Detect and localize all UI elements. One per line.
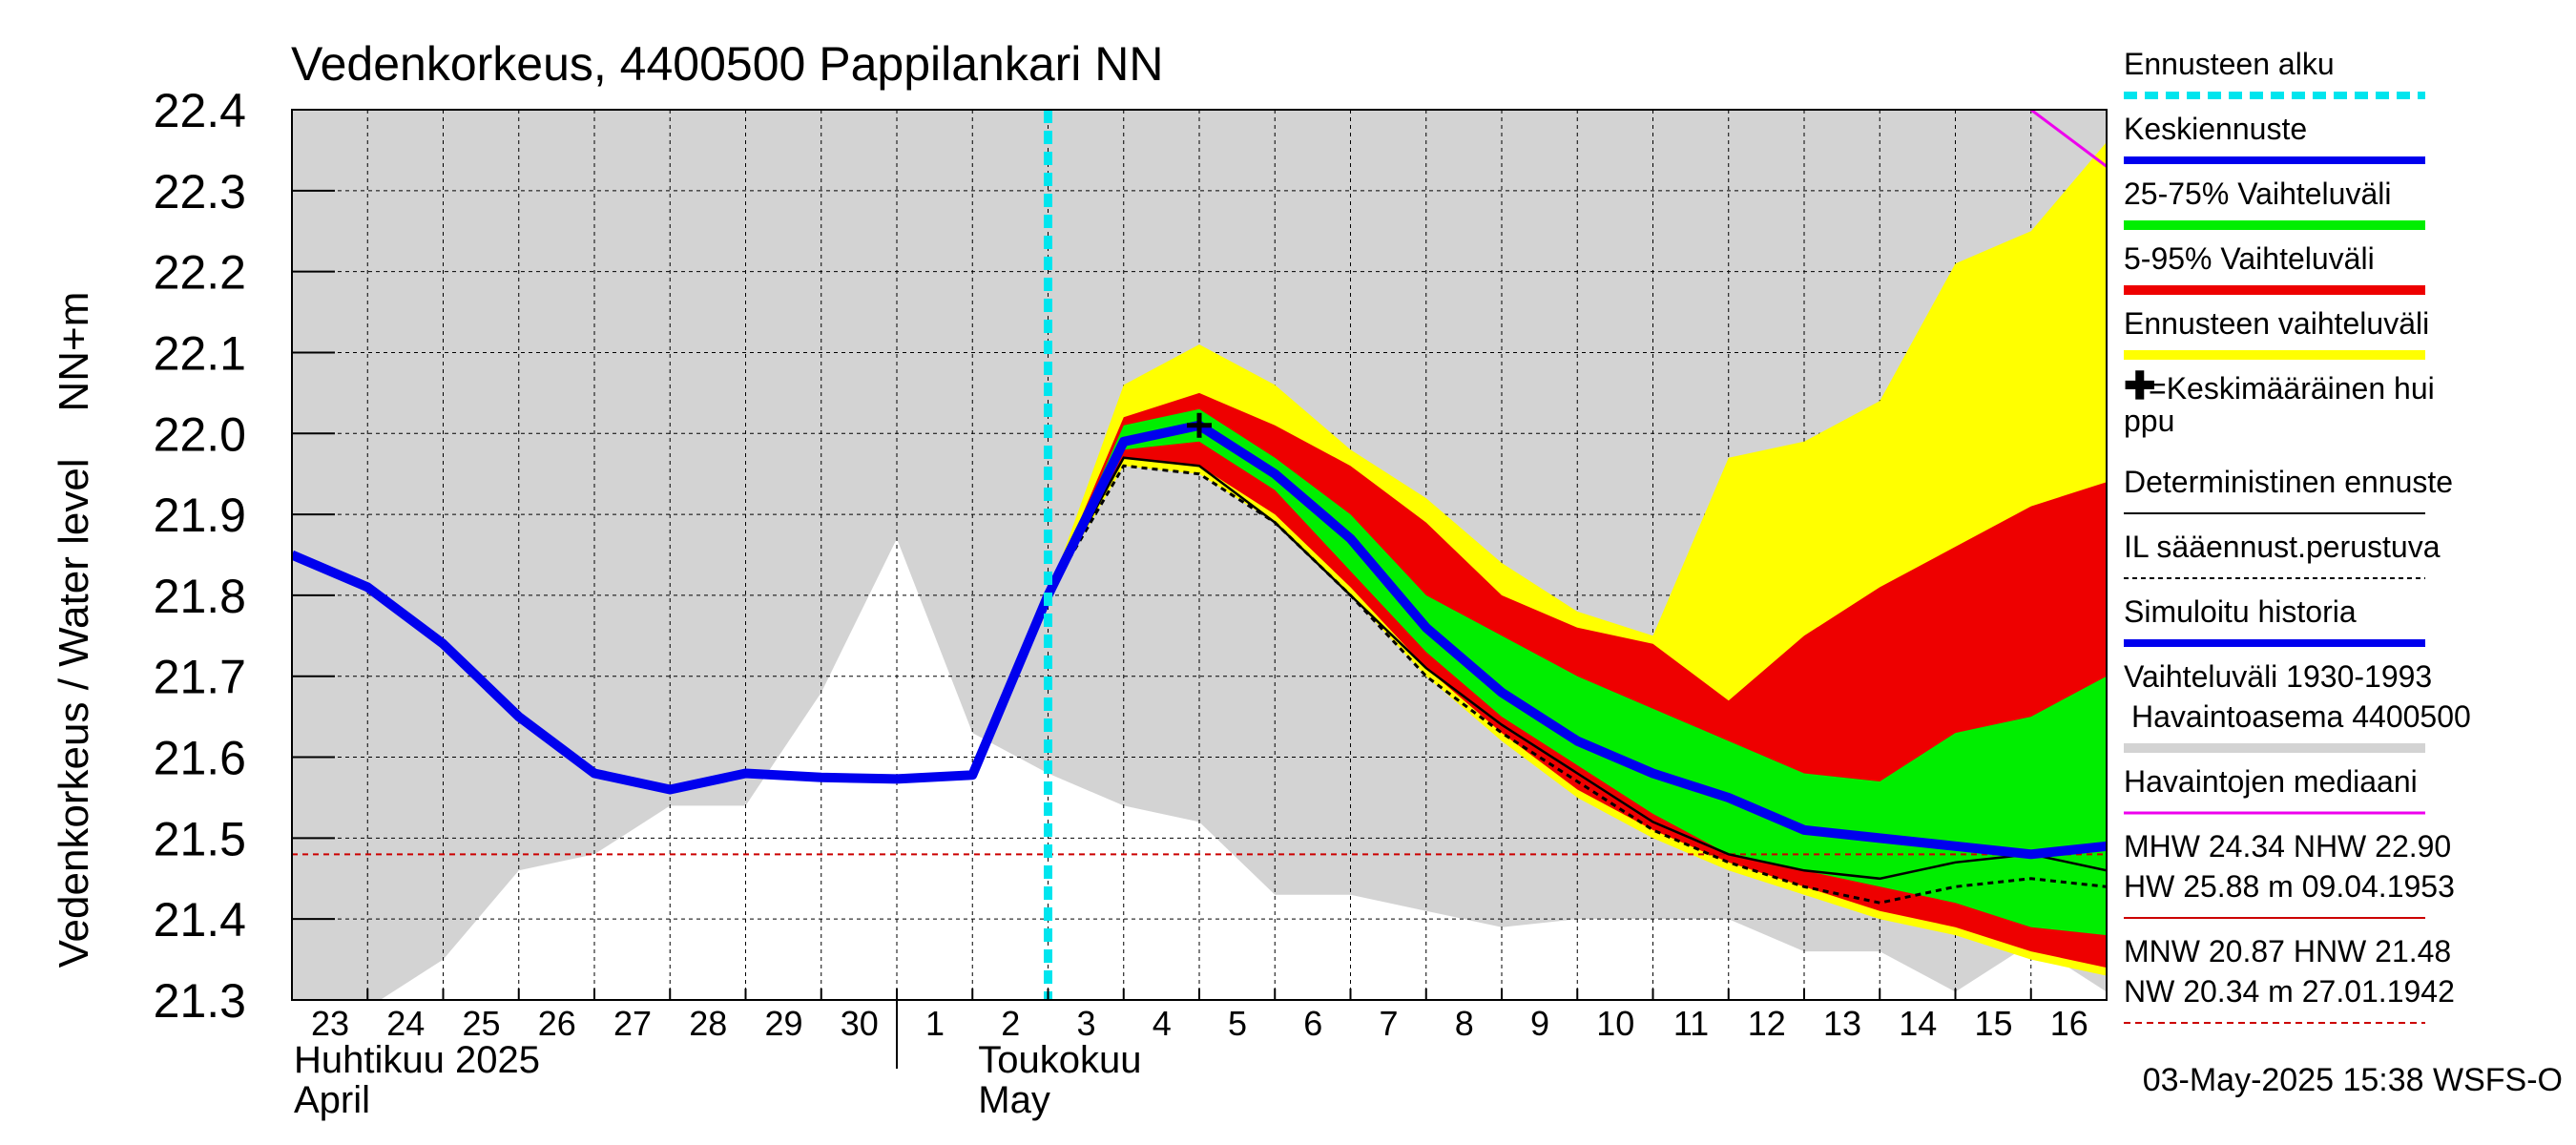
- y-tick-label: 22.0: [154, 407, 246, 461]
- month-label: Huhtikuu 2025: [294, 1039, 540, 1081]
- deterministic-forecast-line: [1047, 456, 2107, 881]
- x-tick-label: 1: [925, 1004, 945, 1043]
- axes: 21.3 21.4 21.5 21.6 21.7 21.8 21.9 22.0 22.1 22.2…: [154, 84, 2108, 1121]
- legend-label-simuloitu-historia: Simuloitu historia: [2124, 594, 2357, 629]
- y-axis-label: Vedenkorkeus / Water level NN+m: [51, 292, 97, 968]
- month-label-en: May: [978, 1079, 1050, 1121]
- x-tick-label: 28: [689, 1004, 727, 1043]
- x-tick-label: 4: [1153, 1004, 1172, 1043]
- y-tick-label: 22.1: [154, 326, 246, 380]
- band-25-75: [1048, 408, 2107, 936]
- legend: Ennusteen alku Keskiennuste 25-75% Vaihtel…: [2124, 47, 2471, 1024]
- month-label: Toukokuu: [978, 1039, 1141, 1081]
- legend-peak-marker: ✚: [2124, 365, 2156, 407]
- x-tick-label: 8: [1455, 1004, 1474, 1043]
- x-tick-label: 14: [1899, 1004, 1937, 1043]
- legend-label-5-95-vaihteluv-li: 5-95% Vaihteluväli: [2124, 241, 2375, 276]
- x-tick-label: 23: [311, 1004, 349, 1043]
- legend-label-deterministinen-ennuste: Deterministinen ennuste: [2124, 465, 2453, 499]
- x-tick-label: 3: [1076, 1004, 1095, 1043]
- x-tick-label: 7: [1379, 1004, 1398, 1043]
- y-tick-label: 21.8: [154, 570, 246, 623]
- x-tick-label: 30: [841, 1004, 879, 1043]
- legend-label-il-s-ennust-perustuva: IL sääennust.perustuva: [2124, 530, 2441, 564]
- footer-timestamp: 03-May-2025 15:38 WSFS-O: [2143, 1062, 2563, 1098]
- x-tick-label: 24: [386, 1004, 425, 1043]
- y-tick-label: 21.6: [154, 732, 246, 785]
- y-tick-label: 21.9: [154, 489, 246, 542]
- x-tick-label: 16: [2050, 1004, 2088, 1043]
- legend-label-ennusteen-vaihteluv-li: Ennusteen vaihteluväli: [2124, 306, 2429, 341]
- x-tick-label: 5: [1228, 1004, 1247, 1043]
- legend-label-25-75-vaihteluv-li: 25-75% Vaihteluväli: [2124, 177, 2391, 211]
- x-tick-label: 15: [1974, 1004, 2012, 1043]
- y-tick-label: 21.3: [154, 974, 246, 1028]
- legend-label-mnw-20-87-hnw-21-48: MNW 20.87 HNW 21.48: [2124, 934, 2451, 968]
- x-tick-label: 26: [538, 1004, 576, 1043]
- month-label-en: April: [294, 1079, 370, 1121]
- legend-label-vaihteluv-li-1930-1993: Vaihteluväli 1930-1993: [2124, 659, 2432, 694]
- y-tick-label: 22.2: [154, 246, 246, 300]
- chart-title: Vedenkorkeus, 4400500 Pappilankari NN: [291, 37, 1164, 91]
- legend-label-mhw-24-34-nhw-22-90: MHW 24.34 NHW 22.90: [2124, 829, 2451, 864]
- legend-label-hw-25-88-m-09-04-1953: HW 25.88 m 09.04.1953: [2124, 869, 2455, 904]
- legend-label-havaintojen-mediaani: Havaintojen mediaani: [2124, 764, 2418, 799]
- y-tick-label: 21.7: [154, 651, 246, 704]
- x-tick-label: 25: [462, 1004, 500, 1043]
- x-tick-label: 12: [1748, 1004, 1786, 1043]
- legend-label-havaintoasema-4400500: Havaintoasema 4400500: [2131, 699, 2471, 734]
- x-tick-label: 29: [764, 1004, 802, 1043]
- y-tick-label: 22.3: [154, 165, 246, 219]
- legend-label-wrap: ppu: [2124, 404, 2174, 438]
- x-tick-label: 13: [1823, 1004, 1861, 1043]
- observed-median-line: [2029, 110, 2107, 168]
- x-tick-label: 27: [613, 1004, 652, 1043]
- legend-label-nw-20-34-m-27-01-1942: NW 20.34 m 27.01.1942: [2124, 974, 2455, 1009]
- y-tick-label: 21.4: [154, 893, 246, 947]
- x-tick-label: 9: [1530, 1004, 1549, 1043]
- x-tick-label: 6: [1303, 1004, 1322, 1043]
- legend-label-ennusteen-alku: Ennusteen alku: [2124, 47, 2335, 81]
- simulated-history-line: [292, 550, 1053, 795]
- x-tick-label: 2: [1001, 1004, 1020, 1043]
- il-forecast-line: [1047, 464, 2107, 905]
- plot-content: [292, 110, 2107, 1000]
- x-tick-label: 11: [1673, 1004, 1709, 1043]
- legend-label: =Keskimääräinen hui: [2149, 371, 2435, 406]
- y-tick-label: 22.4: [154, 84, 246, 137]
- y-tick-label: 21.5: [154, 812, 246, 865]
- mean-forecast-line: [1044, 420, 2107, 860]
- x-tick-label: 10: [1596, 1004, 1634, 1043]
- legend-label-keskiennuste: Keskiennuste: [2124, 112, 2307, 146]
- plot-area: [292, 110, 2107, 1000]
